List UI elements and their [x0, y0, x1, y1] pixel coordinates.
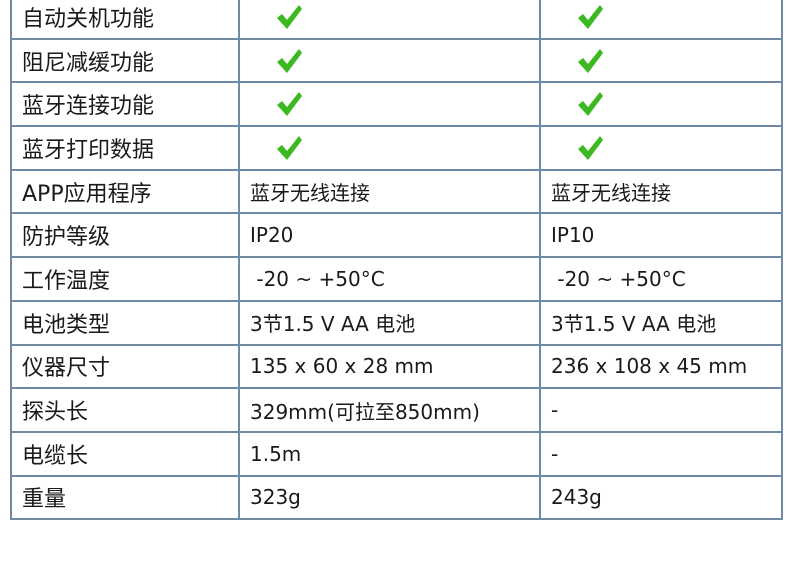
check-icon	[578, 48, 603, 73]
table-row: APP应用程序 蓝牙无线连接 蓝牙无线连接	[10, 168, 783, 215]
check-cell	[238, 37, 541, 84]
value-cell: 蓝牙无线连接	[238, 168, 541, 215]
spec-table: 自动关机功能 阻尼减缓功能 蓝牙连接功能 蓝牙打印数据 APP应用程序 蓝牙无线连接 蓝牙无…	[10, 0, 783, 521]
row-label: 仪器尺寸	[10, 343, 240, 390]
value-cell: 243g	[539, 474, 783, 521]
table-row: 自动关机功能	[10, 0, 783, 40]
table-row: 防护等级 IP20 IP10	[10, 212, 783, 259]
row-label: 电缆长	[10, 430, 240, 477]
row-label: APP应用程序	[10, 168, 240, 215]
row-label: 蓝牙打印数据	[10, 125, 240, 171]
row-label: 重量	[10, 474, 240, 521]
check-icon	[277, 92, 302, 117]
table-row: 蓝牙连接功能	[10, 81, 783, 128]
row-label: 蓝牙连接功能	[10, 81, 240, 128]
value-cell: -20 ~ +50°C	[238, 256, 541, 302]
check-cell	[539, 81, 783, 128]
table-row: 蓝牙打印数据	[10, 125, 783, 171]
row-label: 自动关机功能	[10, 0, 240, 40]
check-cell	[539, 37, 783, 84]
value-cell: 1.5m	[238, 430, 541, 477]
value-cell: 3节1.5 V AA 电池	[539, 299, 783, 346]
check-icon	[578, 92, 603, 117]
table-row: 电池类型 3节1.5 V AA 电池 3节1.5 V AA 电池	[10, 299, 783, 346]
value-cell: IP10	[539, 212, 783, 259]
row-label: 防护等级	[10, 212, 240, 259]
value-cell: IP20	[238, 212, 541, 259]
value-cell: 323g	[238, 474, 541, 521]
check-icon	[578, 4, 603, 29]
table-row: 重量 323g 243g	[10, 474, 783, 521]
row-label: 工作温度	[10, 256, 240, 302]
value-cell: -	[539, 430, 783, 477]
value-cell: -	[539, 387, 783, 433]
check-icon	[277, 4, 302, 29]
value-cell: -20 ~ +50°C	[539, 256, 783, 302]
value-cell: 329mm(可拉至850mm)	[238, 387, 541, 433]
value-cell: 蓝牙无线连接	[539, 168, 783, 215]
value-cell: 135 x 60 x 28 mm	[238, 343, 541, 390]
check-icon	[578, 135, 603, 160]
check-cell	[539, 125, 783, 171]
row-label: 阻尼减缓功能	[10, 37, 240, 84]
check-cell	[238, 125, 541, 171]
check-icon	[277, 135, 302, 160]
row-label: 探头长	[10, 387, 240, 433]
table-row: 工作温度 -20 ~ +50°C -20 ~ +50°C	[10, 256, 783, 302]
value-cell: 236 x 108 x 45 mm	[539, 343, 783, 390]
table-row: 探头长 329mm(可拉至850mm) -	[10, 387, 783, 433]
table-row: 电缆长 1.5m -	[10, 430, 783, 477]
check-cell	[539, 0, 783, 40]
check-icon	[277, 48, 302, 73]
table-row: 仪器尺寸 135 x 60 x 28 mm 236 x 108 x 45 mm	[10, 343, 783, 390]
table-row: 阻尼减缓功能	[10, 37, 783, 84]
check-cell	[238, 81, 541, 128]
value-cell: 3节1.5 V AA 电池	[238, 299, 541, 346]
check-cell	[238, 0, 541, 40]
row-label: 电池类型	[10, 299, 240, 346]
